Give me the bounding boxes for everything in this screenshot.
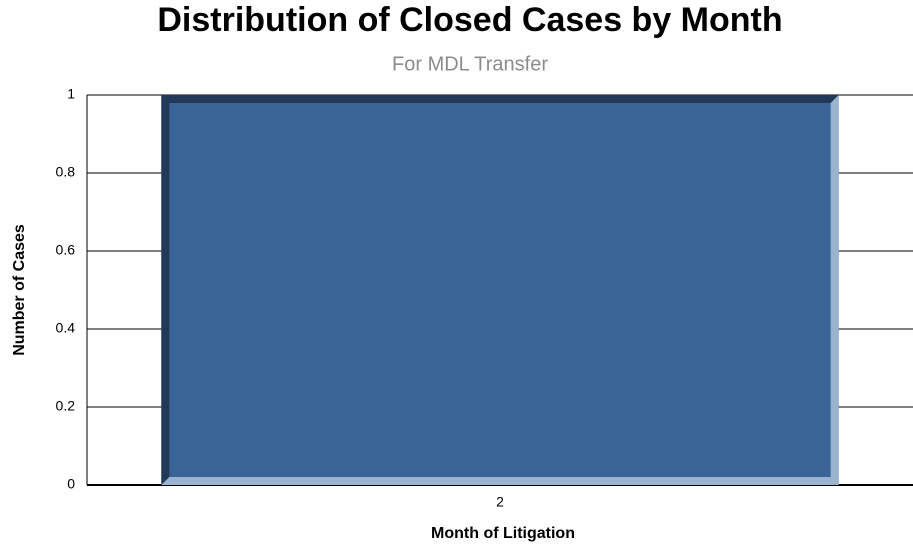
y-tick-label: 0: [67, 476, 75, 492]
x-axis-label: Month of Litigation: [431, 525, 575, 542]
x-tick-label: 2: [496, 494, 504, 510]
bar: [161, 95, 839, 485]
y-tick-label: 0.8: [56, 164, 76, 180]
y-tick-label: 1: [67, 86, 75, 102]
chart-title: Distribution of Closed Cases by Month: [157, 1, 782, 39]
chart-subtitle: For MDL Transfer: [392, 53, 548, 75]
y-axis-label: Number of Cases: [11, 224, 28, 356]
y-tick-label: 0.4: [56, 320, 76, 336]
y-tick-label: 0.2: [56, 398, 76, 414]
y-tick-label: 0.6: [56, 242, 76, 258]
